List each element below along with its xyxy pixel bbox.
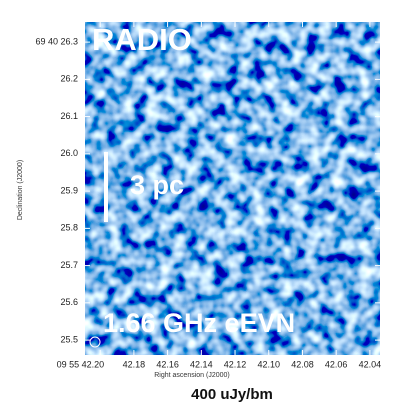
y-tick-label: 26.1 xyxy=(60,111,78,121)
scale-label: 3 pc xyxy=(130,170,184,200)
y-tick-label: 26.2 xyxy=(60,74,78,84)
beam xyxy=(89,336,101,348)
y-tick-label: 25.5 xyxy=(60,334,78,344)
y-tick-label: 26.0 xyxy=(60,148,78,158)
y-tick-label: 25.6 xyxy=(60,297,78,307)
y-tick-label: 25.8 xyxy=(60,223,78,233)
x-tick-label: 09 55 42.20 xyxy=(57,359,105,369)
y-axis-label: Declination (J2000) xyxy=(17,160,24,220)
x-tick-label: 42.08 xyxy=(291,359,314,369)
radio-label: RADIO xyxy=(92,22,192,57)
x-tick-label: 42.12 xyxy=(224,359,247,369)
x-tick-label: 42.06 xyxy=(325,359,348,369)
y-tick-label: 69 40 26.3 xyxy=(35,36,78,46)
x-tick-label: 42.10 xyxy=(257,359,280,369)
x-tick-label: 42.14 xyxy=(190,359,213,369)
caption: 400 uJy/bm xyxy=(191,386,273,403)
x-tick-label: 42.04 xyxy=(359,359,382,369)
x-tick-label: 42.16 xyxy=(156,359,179,369)
frequency-label: 1.66 GHz eEVN xyxy=(103,308,295,338)
x-tick-label: 42.18 xyxy=(123,359,146,369)
y-tick-label: 25.9 xyxy=(60,185,78,195)
y-tick-label: 25.7 xyxy=(60,260,78,270)
radio-map xyxy=(85,22,380,355)
x-axis-label: Right ascension (J2000) xyxy=(154,372,230,379)
